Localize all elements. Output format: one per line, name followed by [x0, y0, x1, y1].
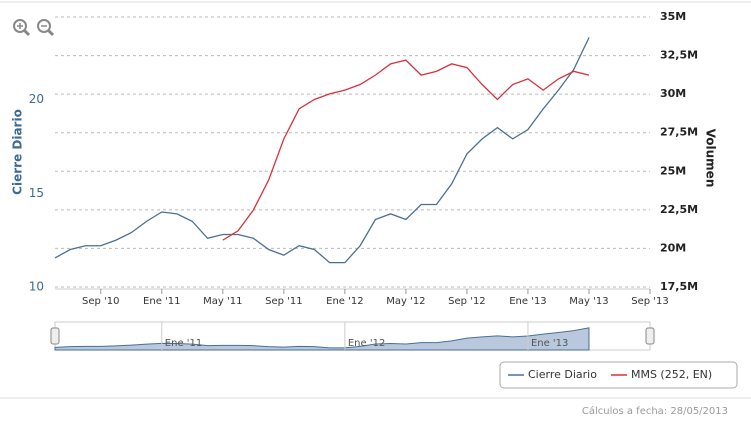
y2-tick-label: 20M	[660, 241, 686, 254]
navigator-tick-label: Ene '12	[348, 338, 385, 349]
x-tick-label: Sep '12	[448, 296, 486, 307]
navigator-tick-label: Ene '11	[165, 338, 202, 349]
x-tick-label: Ene '11	[143, 296, 180, 307]
y2-axis-title: Volumen	[704, 129, 718, 188]
navigator-handle[interactable]	[645, 327, 655, 345]
y2-tick-label: 30M	[660, 87, 686, 100]
y-tick-label: 10	[29, 280, 44, 294]
navigator-handle[interactable]	[50, 327, 60, 345]
series-line	[54, 37, 590, 264]
y-axis-title: Cierre Diario	[11, 109, 25, 195]
y2-tick-label: 35M	[660, 10, 686, 23]
x-tick-label: May '12	[386, 296, 425, 307]
y2-tick-label: 32,5M	[660, 49, 698, 62]
x-tick-label: Sep '13	[631, 296, 669, 307]
legend-label[interactable]: MMS (252, EN)	[631, 368, 712, 381]
x-tick-label: Sep '10	[82, 296, 120, 307]
x-tick-label: Ene '13	[509, 296, 546, 307]
zoom-out[interactable]	[37, 19, 55, 37]
series-line	[222, 59, 590, 241]
y-tick-label: 20	[29, 92, 44, 106]
navigator-tick-label: Ene '13	[531, 338, 568, 349]
y2-tick-label: 25M	[660, 164, 686, 177]
x-tick-label: Sep '11	[265, 296, 303, 307]
x-tick-label: May '13	[569, 296, 608, 307]
y2-tick-label: 27,5M	[660, 126, 698, 139]
x-tick-label: May '11	[203, 296, 242, 307]
y-tick-label: 15	[29, 186, 44, 200]
navigator-area	[54, 327, 590, 351]
y2-tick-label: 17,5M	[660, 280, 698, 293]
y2-tick-label: 22,5M	[660, 203, 698, 216]
footer-note: Cálculos a fecha: 28/05/2013	[582, 405, 728, 417]
zoom-in[interactable]	[13, 19, 31, 37]
x-tick-label: Ene '12	[326, 296, 363, 307]
legend-label[interactable]: Cierre Diario	[528, 368, 597, 381]
